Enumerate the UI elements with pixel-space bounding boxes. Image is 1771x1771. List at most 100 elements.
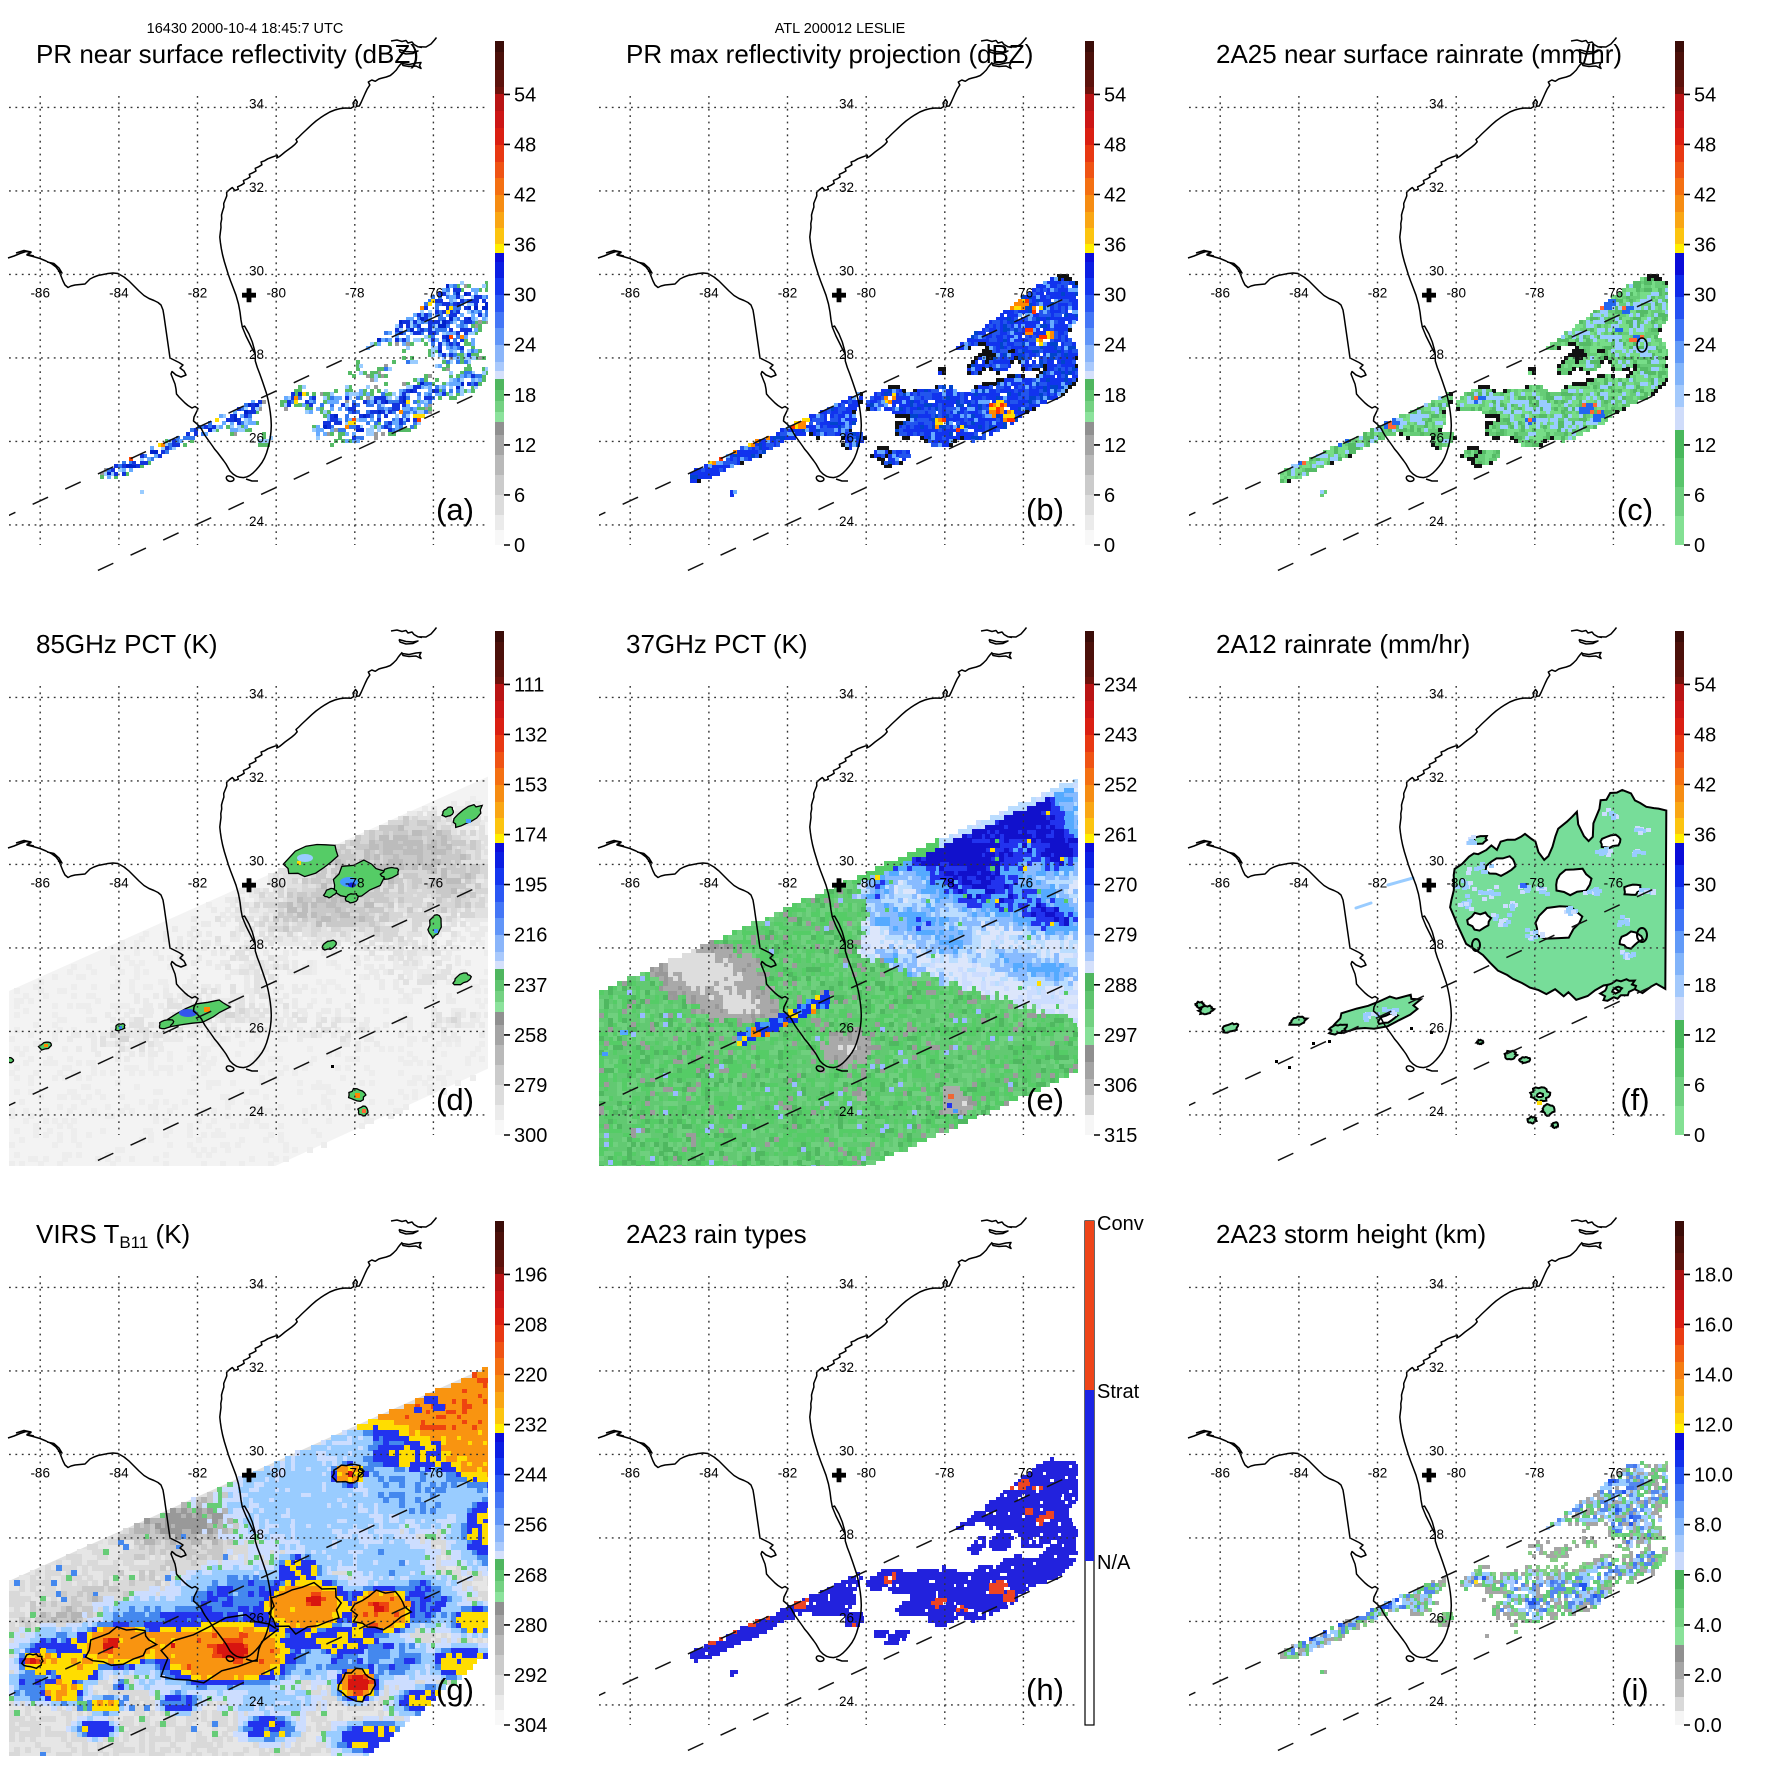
svg-text:6: 6 (514, 485, 525, 507)
svg-text:54: 54 (1104, 84, 1126, 106)
svg-text:(g): (g) (436, 1672, 474, 1707)
svg-text:2A23 rain types: 2A23 rain types (626, 1219, 807, 1249)
svg-text:48: 48 (514, 134, 536, 156)
svg-text:16430 2000-10-4 18:45:7 UTC: 16430 2000-10-4 18:45:7 UTC (147, 21, 344, 37)
svg-text:48: 48 (1694, 724, 1716, 746)
svg-text:2.0: 2.0 (1694, 1665, 1722, 1687)
svg-text:85GHz PCT (K): 85GHz PCT (K) (36, 629, 218, 659)
svg-text:174: 174 (514, 825, 547, 847)
svg-text:237: 237 (514, 975, 547, 997)
svg-text:216: 216 (514, 925, 547, 947)
svg-text:232: 232 (514, 1415, 547, 1437)
svg-text:(b): (b) (1026, 492, 1064, 527)
svg-text:VIRS TB11 (K): VIRS TB11 (K) (36, 1219, 190, 1252)
svg-text:111: 111 (514, 674, 544, 696)
svg-text:42: 42 (1694, 775, 1716, 797)
svg-text:(d): (d) (436, 1082, 474, 1117)
svg-text:258: 258 (514, 1025, 547, 1047)
svg-text:14.0: 14.0 (1694, 1365, 1733, 1387)
svg-text:12: 12 (1104, 435, 1126, 457)
svg-text:37GHz PCT (K): 37GHz PCT (K) (626, 629, 808, 659)
svg-text:54: 54 (1694, 84, 1716, 106)
svg-text:0: 0 (1104, 535, 1115, 557)
svg-text:315: 315 (1104, 1125, 1137, 1147)
svg-text:18: 18 (1104, 385, 1126, 407)
svg-text:196: 196 (514, 1264, 547, 1286)
svg-text:ATL 200012 LESLIE: ATL 200012 LESLIE (775, 21, 906, 37)
svg-text:306: 306 (1104, 1075, 1137, 1097)
svg-text:N/A: N/A (1097, 1552, 1131, 1574)
svg-text:(e): (e) (1026, 1082, 1064, 1117)
svg-text:279: 279 (514, 1075, 547, 1097)
svg-text:48: 48 (1104, 134, 1126, 156)
svg-text:220: 220 (514, 1365, 547, 1387)
svg-text:24: 24 (514, 335, 536, 357)
svg-text:297: 297 (1104, 1025, 1137, 1047)
svg-text:54: 54 (1694, 674, 1716, 696)
svg-text:2A23 storm height (km): 2A23 storm height (km) (1216, 1219, 1486, 1249)
svg-text:24: 24 (1104, 335, 1126, 357)
svg-text:279: 279 (1104, 925, 1137, 947)
svg-text:36: 36 (1104, 235, 1126, 257)
svg-text:30: 30 (1694, 285, 1716, 307)
svg-text:234: 234 (1104, 674, 1137, 696)
svg-text:304: 304 (514, 1715, 547, 1737)
svg-text:36: 36 (514, 235, 536, 257)
svg-text:244: 244 (514, 1465, 547, 1487)
svg-text:12: 12 (1694, 1025, 1716, 1047)
svg-text:288: 288 (1104, 975, 1137, 997)
svg-text:292: 292 (514, 1665, 547, 1687)
svg-text:208: 208 (514, 1314, 547, 1336)
svg-text:36: 36 (1694, 235, 1716, 257)
svg-text:6: 6 (1694, 485, 1705, 507)
svg-text:2A25 near surface rainrate (mm: 2A25 near surface rainrate (mm/hr) (1216, 39, 1622, 69)
svg-text:16.0: 16.0 (1694, 1314, 1733, 1336)
svg-text:Strat: Strat (1097, 1381, 1140, 1403)
svg-text:243: 243 (1104, 724, 1137, 746)
svg-text:(f): (f) (1620, 1082, 1649, 1117)
svg-text:300: 300 (514, 1125, 547, 1147)
svg-text:PR max reflectivity projection: PR max reflectivity projection (dBZ) (626, 39, 1033, 69)
svg-text:18: 18 (1694, 975, 1716, 997)
svg-text:0: 0 (514, 535, 525, 557)
svg-text:261: 261 (1104, 825, 1137, 847)
svg-text:4.0: 4.0 (1694, 1615, 1722, 1637)
svg-text:12.0: 12.0 (1694, 1415, 1733, 1437)
svg-text:18: 18 (1694, 385, 1716, 407)
svg-text:30: 30 (514, 285, 536, 307)
svg-text:PR near surface reflectivity (: PR near surface reflectivity (dBZ) (36, 39, 419, 69)
svg-text:280: 280 (514, 1615, 547, 1637)
svg-text:6: 6 (1104, 485, 1115, 507)
svg-text:195: 195 (514, 875, 547, 897)
svg-text:(c): (c) (1617, 492, 1653, 527)
svg-text:30: 30 (1694, 875, 1716, 897)
svg-text:10.0: 10.0 (1694, 1465, 1733, 1487)
svg-text:2A12 rainrate (mm/hr): 2A12 rainrate (mm/hr) (1216, 629, 1470, 659)
svg-text:42: 42 (1694, 185, 1716, 207)
svg-text:(a): (a) (436, 492, 474, 527)
svg-text:8.0: 8.0 (1694, 1515, 1722, 1537)
svg-text:36: 36 (1694, 825, 1716, 847)
svg-text:48: 48 (1694, 134, 1716, 156)
svg-text:0.0: 0.0 (1694, 1715, 1722, 1737)
svg-text:Conv: Conv (1097, 1213, 1144, 1235)
svg-text:268: 268 (514, 1565, 547, 1587)
svg-text:0: 0 (1694, 535, 1705, 557)
svg-text:6.0: 6.0 (1694, 1565, 1722, 1587)
svg-text:252: 252 (1104, 775, 1137, 797)
svg-text:153: 153 (514, 775, 547, 797)
svg-text:18: 18 (514, 385, 536, 407)
svg-text:256: 256 (514, 1515, 547, 1537)
svg-text:12: 12 (1694, 435, 1716, 457)
svg-text:270: 270 (1104, 875, 1137, 897)
svg-text:30: 30 (1104, 285, 1126, 307)
svg-text:(i): (i) (1621, 1672, 1649, 1707)
svg-text:(h): (h) (1026, 1672, 1064, 1707)
svg-text:12: 12 (514, 435, 536, 457)
svg-text:42: 42 (514, 185, 536, 207)
svg-text:54: 54 (514, 84, 536, 106)
svg-text:24: 24 (1694, 925, 1716, 947)
svg-text:18.0: 18.0 (1694, 1264, 1733, 1286)
svg-text:0: 0 (1694, 1125, 1705, 1147)
svg-text:132: 132 (514, 724, 547, 746)
